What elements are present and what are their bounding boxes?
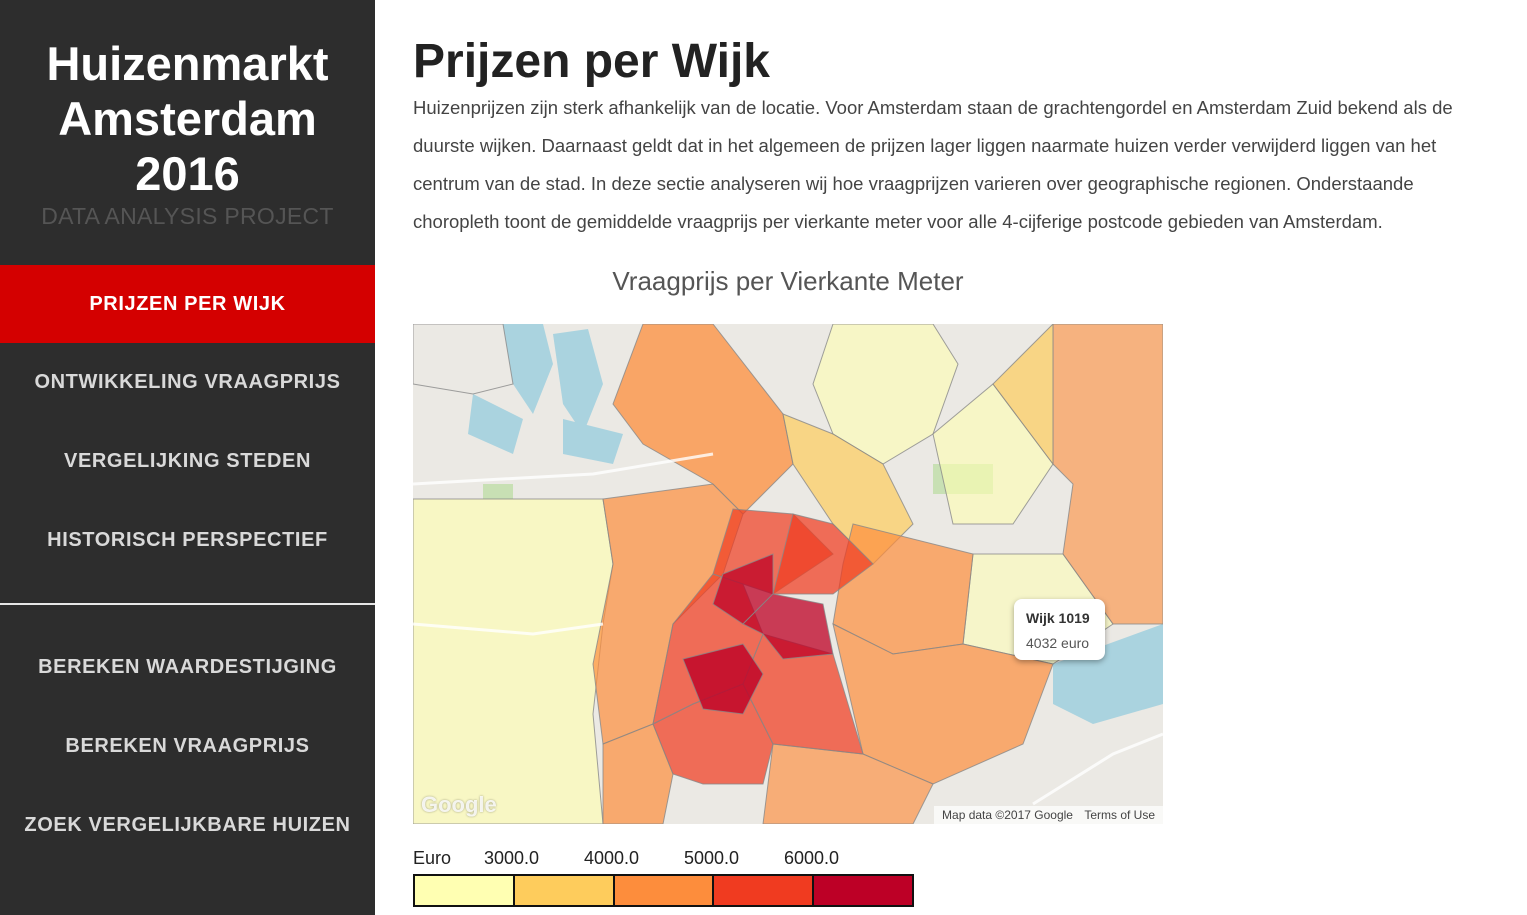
roads (413, 452, 1163, 806)
map-title: Vraagprijs per Vierkante Meter (612, 266, 964, 296)
map-data-credit: Map data ©2017 Google (942, 808, 1073, 822)
legend-threshold: 5000.0 (684, 848, 740, 868)
neighbourhoods[interactable] (413, 324, 1163, 824)
legend-swatch (714, 876, 815, 905)
map-tooltip: Wijk 1019 4032 euro (1014, 599, 1105, 660)
map-attribution: Map data ©2017 Google Terms of Use (934, 806, 1163, 824)
legend-swatch (415, 876, 515, 905)
choropleth-map[interactable]: Google Map data ©2017 Google Terms of Us… (413, 324, 1163, 824)
brand-subtitle: DATA ANALYSIS PROJECT (41, 203, 334, 229)
brand: Huizenmarkt Amsterdam 2016 DATA ANALYSIS… (0, 36, 375, 229)
legend-swatch (614, 876, 715, 905)
legend-swatch (514, 876, 615, 905)
nav-zoek-vergelijkbare-huizen[interactable]: ZOEK VERGELIJKBARE HUIZEN (24, 814, 351, 836)
nav-prijzen-per-wijk[interactable]: PRIJZEN PER WIJK (0, 265, 375, 343)
nav-bereken-vraagprijs[interactable]: BEREKEN VRAAGPRIJS (65, 735, 310, 757)
google-logo: Google (421, 792, 497, 817)
tooltip-title: Wijk 1019 (1026, 610, 1090, 626)
water-areas (468, 324, 1163, 724)
page-title: Prijzen per Wijk (413, 35, 770, 88)
terms-of-use-link[interactable]: Terms of Use (1084, 808, 1155, 822)
tooltip-value: 4032 euro (1026, 635, 1090, 651)
brand-title[interactable]: Huizenmarkt Amsterdam 2016 (0, 36, 375, 201)
map-canvas[interactable] (413, 324, 1163, 824)
nav-ontwikkeling-vraagprijs[interactable]: ONTWIKKELING VRAAGPRIJS (34, 371, 341, 393)
legend-threshold: 6000.0 (784, 848, 840, 868)
color-legend: Euro 3000.0 4000.0 5000.0 6000.0 (413, 848, 933, 908)
legend-swatch (814, 876, 912, 905)
brand-title-line[interactable]: Amsterdam (58, 92, 317, 145)
brand-title-line[interactable]: Huizenmarkt (46, 37, 329, 90)
brand-title-line[interactable]: 2016 (135, 147, 240, 200)
nav-bereken-waardestijging[interactable]: BEREKEN WAARDESTIJGING (38, 656, 337, 678)
legend-threshold: 3000.0 (484, 848, 540, 868)
nav-divider (0, 603, 375, 605)
intro-paragraph: Huizenprijzen zijn sterk afhankelijk van… (413, 97, 1453, 232)
legend-unit-label: Euro (413, 848, 452, 868)
legend-bar (413, 874, 914, 907)
nav-historisch-perspectief[interactable]: HISTORISCH PERSPECTIEF (47, 529, 328, 551)
nav-vergelijking-steden[interactable]: VERGELIJKING STEDEN (64, 450, 311, 472)
legend-threshold: 4000.0 (584, 848, 640, 868)
sidebar: Huizenmarkt Amsterdam 2016 DATA ANALYSIS… (0, 0, 375, 915)
